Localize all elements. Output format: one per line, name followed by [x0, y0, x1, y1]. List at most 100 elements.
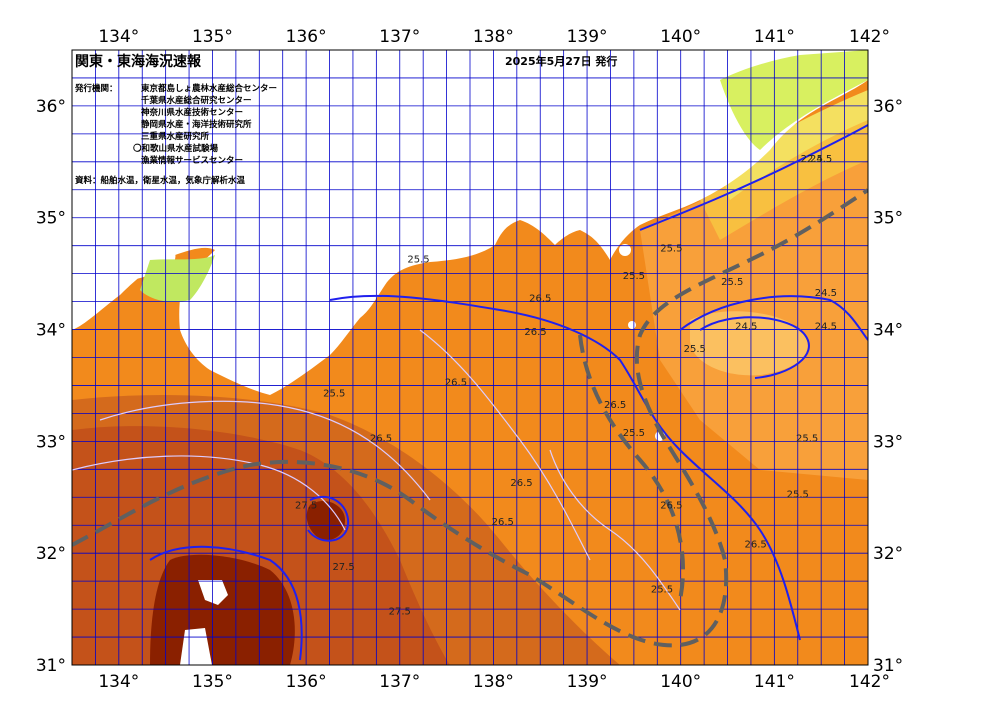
ocean-cool-eddy [690, 311, 808, 376]
lat-tick-right: 32° [873, 544, 903, 564]
contour-eddy [307, 495, 350, 542]
longitude-ticks-bottom: 134° 135° 136° 137° 138° 139° 140° 141° 142° [98, 672, 890, 692]
contour-label: 25.5 [684, 344, 706, 355]
contour-label: 26.5 [492, 517, 514, 528]
lat-tick-left: 33° [36, 432, 66, 452]
lon-tick-top: 138° [473, 27, 514, 47]
contour-label: 27.5 [295, 500, 317, 511]
contour-label: 26.5 [524, 327, 546, 338]
contour-label: 26.5 [529, 294, 551, 305]
lon-tick-top: 134° [98, 27, 139, 47]
lon-tick-top: 140° [660, 27, 701, 47]
contour-24-5-east [679, 295, 868, 341]
contour-label: 26.5 [445, 377, 467, 388]
issuer-item: 静岡県水産・海洋技術研究所 [141, 119, 252, 130]
lon-tick-top: 135° [192, 27, 233, 47]
contour-label: 25.5 [721, 277, 743, 288]
lon-tick-bottom: 137° [379, 672, 420, 692]
contour-28-5 [149, 545, 303, 661]
issue-date: 2025年5月27日 発行 [505, 54, 617, 68]
contour-label: 25.5 [623, 428, 645, 439]
lon-tick-top: 136° [286, 27, 327, 47]
contour-label: 27.5 [389, 607, 411, 618]
island [295, 212, 301, 218]
contour-labels: 25.5 26.5 26.5 25.5 26.5 26.5 27.5 27.5 27.5 26.5… [295, 154, 837, 618]
latitude-ticks-right: 36° 35° 34° 33° 32° 31° [873, 97, 903, 676]
ocean-coastal-colder [720, 90, 868, 200]
land-cold-zone [720, 50, 868, 150]
shikoku-land [72, 243, 176, 290]
lat-tick-left: 35° [36, 209, 66, 229]
contour-label: 26.5 [510, 478, 532, 489]
contour-label: 26.5 [604, 400, 626, 411]
contour-26-5 [99, 400, 431, 501]
kuroshio-path [72, 188, 868, 648]
contour-label: 26.5 [744, 540, 766, 551]
contour-label: 25.5 [787, 489, 809, 500]
map-title: 関東・東海海況速報 [75, 53, 202, 70]
island [619, 244, 631, 256]
isotherm-contours [72, 124, 868, 661]
contour-label: 25.5 [660, 243, 682, 254]
issuer-item: 三重県水産研究所 [141, 131, 210, 142]
issuer-list: 東京都島しょ農林水産総合センター千葉県水産総合研究センター神奈川県水産技術センタ… [133, 83, 277, 166]
lon-tick-bottom: 134° [98, 672, 139, 692]
lon-tick-top: 141° [754, 27, 795, 47]
contour-26-5-b [549, 449, 681, 611]
issuer-item: 千葉県水産総合研究センター [141, 95, 252, 106]
lat-tick-right: 31° [873, 656, 903, 676]
contour-label: 25.5 [623, 271, 645, 282]
contour-label: 24.5 [810, 154, 832, 165]
data-source: 資料：船舶水温，衛星水温，気象庁解析水温 [74, 175, 246, 186]
lon-tick-bottom: 136° [286, 672, 327, 692]
lon-tick-bottom: 140° [660, 672, 701, 692]
lat-tick-right: 33° [873, 432, 903, 452]
contour-label: 22.5 [801, 154, 823, 165]
lon-tick-bottom: 138° [473, 672, 514, 692]
contour-label: 25.5 [407, 254, 429, 265]
issuer-item: 〇和歌山県水産試験場 [133, 143, 219, 154]
lat-tick-left: 34° [36, 321, 66, 341]
lat-tick-right: 34° [873, 321, 903, 341]
ocean-hot-eddy [306, 500, 345, 540]
issuer-item: 漁業情報サービスセンター [141, 155, 243, 166]
contour-label: 26.5 [660, 500, 682, 511]
lat-lon-grid [72, 50, 868, 665]
issuer-item: 神奈川県水産技術センター [141, 107, 243, 118]
latitude-ticks-left: 36° 35° 34° 33° 32° 31° [36, 97, 66, 676]
contour-26-0 [419, 329, 591, 561]
lon-tick-top: 137° [379, 27, 420, 47]
lon-tick-bottom: 139° [567, 672, 608, 692]
contour-label: 25.5 [323, 389, 345, 400]
lat-tick-right: 35° [873, 209, 903, 229]
island [628, 321, 636, 329]
inner-sea-zone [140, 255, 215, 302]
no-data-patch [198, 580, 228, 605]
contour-label: 24.5 [815, 322, 837, 333]
contour-label: 24.5 [735, 322, 757, 333]
kuroshio-branch [578, 334, 685, 601]
contour-label: 25.5 [796, 433, 818, 444]
lat-tick-left: 36° [36, 97, 66, 117]
ocean-coastal-cool [700, 110, 868, 240]
lat-tick-right: 36° [873, 97, 903, 117]
issuer-item: 東京都島しょ農林水産総合センター [141, 83, 277, 94]
lat-tick-left: 31° [36, 656, 66, 676]
contour-label: 24.5 [815, 288, 837, 299]
longitude-ticks-top: 134° 135° 136° 137° 138° 139° 140° 141° 142° [98, 27, 890, 47]
contour-25-5 [329, 294, 801, 641]
contour-label: 27.5 [332, 562, 354, 573]
issuer-label: 発行機関： [74, 83, 118, 94]
lon-tick-bottom: 142° [849, 672, 890, 692]
plot-frame [71, 49, 869, 666]
lon-tick-top: 142° [849, 27, 890, 47]
lon-tick-top: 139° [567, 27, 608, 47]
kuroshio-axis [72, 188, 868, 648]
lon-tick-bottom: 141° [754, 672, 795, 692]
lat-tick-left: 32° [36, 544, 66, 564]
coastal-zones [140, 50, 868, 302]
contour-eddy-east [699, 316, 810, 379]
contour-24-5 [639, 124, 868, 231]
contour-label: 25.5 [651, 584, 673, 595]
